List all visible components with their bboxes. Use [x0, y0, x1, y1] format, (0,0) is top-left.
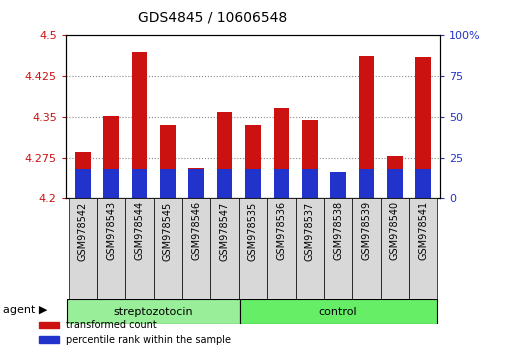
Text: control: control — [318, 307, 357, 316]
Bar — [245, 169, 260, 198]
Legend: transformed count, percentile rank within the sample: transformed count, percentile rank withi… — [35, 316, 235, 349]
Bar — [103, 169, 119, 198]
FancyBboxPatch shape — [125, 198, 154, 299]
Bar — [245, 125, 260, 198]
Text: GSM978543: GSM978543 — [106, 201, 116, 261]
FancyBboxPatch shape — [380, 198, 408, 299]
Text: GSM978537: GSM978537 — [304, 201, 314, 261]
FancyBboxPatch shape — [67, 299, 240, 324]
Bar — [273, 169, 288, 198]
FancyBboxPatch shape — [323, 198, 351, 299]
Bar — [301, 169, 317, 198]
FancyBboxPatch shape — [154, 198, 182, 299]
FancyBboxPatch shape — [238, 198, 267, 299]
Bar — [160, 125, 175, 198]
Text: GSM978541: GSM978541 — [417, 201, 427, 261]
FancyBboxPatch shape — [351, 198, 380, 299]
Text: GSM978546: GSM978546 — [191, 201, 201, 261]
FancyBboxPatch shape — [408, 198, 436, 299]
Bar — [131, 52, 147, 198]
Text: GSM978539: GSM978539 — [361, 201, 371, 261]
Bar — [103, 116, 119, 198]
Text: GSM978545: GSM978545 — [163, 201, 173, 261]
Bar — [217, 113, 232, 198]
Text: GSM978535: GSM978535 — [247, 201, 258, 261]
Bar — [188, 169, 204, 198]
FancyBboxPatch shape — [97, 198, 125, 299]
Text: GSM978544: GSM978544 — [134, 201, 144, 261]
Bar — [330, 183, 345, 198]
Bar — [330, 172, 345, 198]
Bar — [273, 108, 288, 198]
Text: GSM978540: GSM978540 — [389, 201, 399, 261]
Bar — [75, 152, 90, 198]
Bar — [131, 169, 147, 198]
FancyBboxPatch shape — [69, 198, 97, 299]
Bar — [386, 169, 402, 198]
Bar — [75, 169, 90, 198]
Text: GSM978536: GSM978536 — [276, 201, 286, 261]
FancyBboxPatch shape — [182, 198, 210, 299]
Bar — [217, 169, 232, 198]
Text: streptozotocin: streptozotocin — [114, 307, 193, 316]
Text: GSM978547: GSM978547 — [219, 201, 229, 261]
FancyBboxPatch shape — [267, 198, 295, 299]
Bar — [415, 57, 430, 198]
Bar — [358, 56, 374, 198]
Bar — [160, 169, 175, 198]
Bar — [188, 169, 204, 198]
Text: GSM978538: GSM978538 — [332, 201, 342, 261]
Bar — [415, 169, 430, 198]
Bar — [301, 120, 317, 198]
Text: agent ▶: agent ▶ — [3, 305, 47, 315]
Bar — [386, 156, 402, 198]
Text: GDS4845 / 10606548: GDS4845 / 10606548 — [138, 11, 286, 25]
Text: GSM978542: GSM978542 — [78, 201, 88, 261]
FancyBboxPatch shape — [295, 198, 323, 299]
Bar — [358, 169, 374, 198]
FancyBboxPatch shape — [210, 198, 238, 299]
FancyBboxPatch shape — [240, 299, 436, 324]
